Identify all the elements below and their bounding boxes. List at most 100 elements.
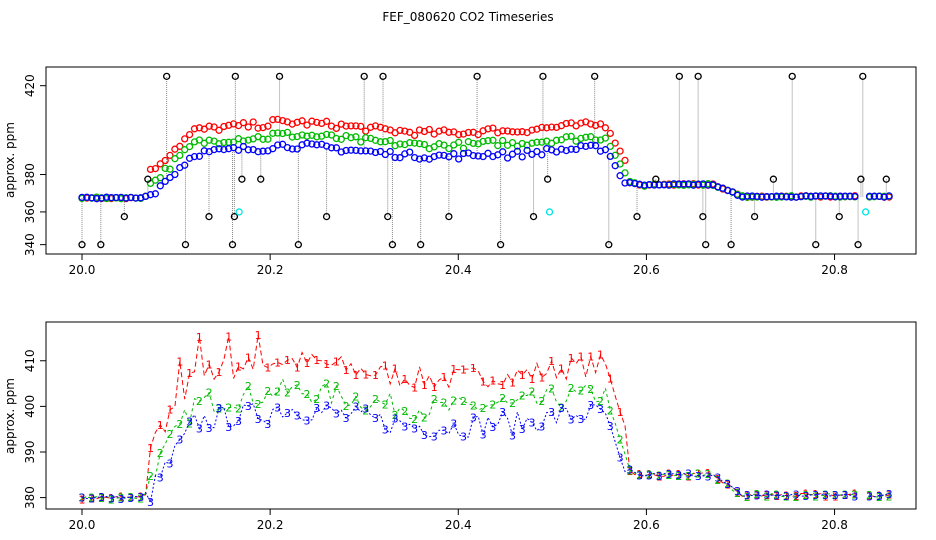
series-2-point <box>278 129 287 138</box>
series-3-point <box>93 195 101 203</box>
series-1-marker: 1 <box>705 467 712 480</box>
series-3-point <box>337 148 345 156</box>
series-2-point <box>244 136 252 144</box>
series-3-point <box>440 151 448 160</box>
series-2-marker: 2 <box>705 468 712 481</box>
series-3-marker: 3 <box>568 413 575 426</box>
series-2-marker: 2 <box>802 489 809 502</box>
series-2-marker: 2 <box>118 491 125 504</box>
series-3-point <box>562 146 570 155</box>
series-3-point <box>704 181 712 189</box>
series-2-marker: 2 <box>499 392 506 405</box>
series-1-marker: 1 <box>372 369 379 382</box>
series-2-marker: 2 <box>274 385 281 398</box>
series-1-point <box>259 123 267 132</box>
series-1-marker: 1 <box>886 489 893 502</box>
flag-point <box>652 175 660 183</box>
series-3-point <box>503 154 512 162</box>
series-2-marker: 2 <box>832 489 839 502</box>
series-2-marker: 2 <box>509 397 516 410</box>
top-x-tick-label: 20.8 <box>821 263 848 277</box>
series-3-marker: 3 <box>421 429 428 442</box>
series-3-point <box>342 146 350 155</box>
series-2-marker: 2 <box>157 447 164 460</box>
series-3-point <box>190 152 199 161</box>
series-3-point <box>787 193 795 201</box>
series-1-marker: 1 <box>147 442 154 455</box>
series-1-point <box>381 125 389 133</box>
series-2-point <box>171 155 179 163</box>
flag-point <box>769 175 778 183</box>
series-3-point <box>596 147 605 155</box>
series-1-point <box>205 122 213 130</box>
series-3-point <box>308 140 316 148</box>
series-1-point <box>425 125 433 134</box>
series-1-marker: 1 <box>118 491 125 504</box>
series-3-marker: 3 <box>79 491 86 504</box>
series-3-point <box>298 141 306 149</box>
series-3-point <box>254 148 262 156</box>
flag-point <box>702 240 710 249</box>
bottom-y-tick-label: 380 <box>23 486 37 509</box>
series-1-point <box>489 124 497 132</box>
series-1-point <box>366 123 375 131</box>
top-y-tick-label: 380 <box>23 163 37 186</box>
series-2-point <box>293 132 301 141</box>
series-2-marker: 2 <box>304 388 311 401</box>
series-3-point <box>195 152 204 160</box>
series-3-point <box>303 139 311 147</box>
flag-point <box>496 240 505 249</box>
series-1-marker: 1 <box>607 373 614 386</box>
series-3-point <box>102 193 111 201</box>
series-3-marker: 3 <box>274 401 281 414</box>
series-1-point <box>587 120 595 128</box>
series-3-point <box>420 154 429 162</box>
series-1-point <box>210 123 218 131</box>
series-1-point <box>474 130 482 139</box>
series-3-point <box>78 193 86 202</box>
series-1-marker: 1 <box>98 491 105 504</box>
series-1-marker: 1 <box>489 375 496 388</box>
series-1-point <box>244 123 252 131</box>
series-2-point <box>381 138 389 146</box>
flag-point <box>417 240 425 249</box>
series-1-point <box>308 117 316 125</box>
flag-point <box>181 240 190 249</box>
series-2-point <box>303 132 311 140</box>
series-2-point <box>606 142 614 151</box>
series-1-marker: 1 <box>79 493 86 506</box>
series-3-point <box>313 141 321 149</box>
series-2-point <box>332 134 341 143</box>
series-3-marker: 3 <box>617 452 624 465</box>
series-3-point <box>225 145 233 153</box>
flag-point <box>727 240 735 249</box>
series-1-marker: 1 <box>636 468 643 481</box>
series-1-marker: 1 <box>763 489 770 502</box>
series-2-point <box>313 133 321 141</box>
series-1-point <box>606 129 614 138</box>
series-3-marker: 3 <box>137 491 144 504</box>
series-3-marker: 3 <box>744 489 751 502</box>
series-3-marker: 3 <box>343 412 350 425</box>
series-1-marker: 1 <box>215 366 222 379</box>
series-1-point <box>151 164 160 173</box>
flag-point <box>529 212 538 221</box>
series-3-marker: 3 <box>734 485 741 498</box>
series-1-point <box>332 124 341 133</box>
series-1-marker: 1 <box>362 368 369 381</box>
series-2-marker: 2 <box>333 380 340 393</box>
series-3-marker: 3 <box>235 415 242 428</box>
series-1-point <box>376 123 385 131</box>
series-1-marker: 1 <box>294 362 301 375</box>
series-3-point <box>670 180 678 188</box>
series-3-point <box>591 142 600 150</box>
series-3-point <box>288 145 296 153</box>
series-3-point <box>675 180 683 188</box>
series-1-point <box>435 127 443 135</box>
series-3-point <box>763 192 771 201</box>
series-2-marker: 2 <box>343 400 350 413</box>
series-1-point <box>396 126 404 135</box>
series-1-marker: 1 <box>529 373 536 386</box>
series-3-marker: 3 <box>832 489 839 502</box>
flag-point <box>445 212 453 221</box>
